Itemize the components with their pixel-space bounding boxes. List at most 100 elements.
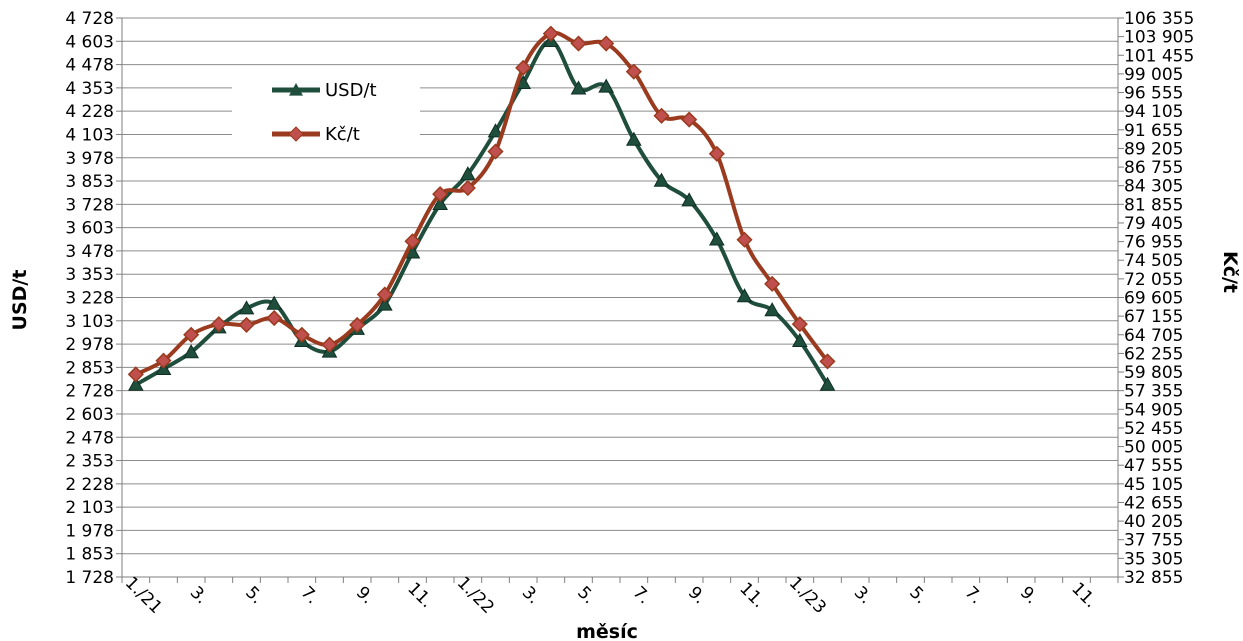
data-point — [570, 80, 587, 95]
x-tick-label: 5. — [905, 583, 931, 609]
right-y-tick-label: 45 105 — [1124, 475, 1183, 495]
left-y-tick-label: 1 853 — [65, 545, 114, 565]
left-y-tick-label: 3 103 — [65, 312, 114, 332]
right-y-tick-label: 81 855 — [1124, 195, 1183, 215]
right-y-tick-label: 91 655 — [1124, 121, 1183, 141]
left-y-tick-label: 2 978 — [65, 335, 114, 355]
left-y-tick-label: 3 228 — [65, 289, 114, 309]
data-point — [349, 316, 366, 333]
data-point — [404, 233, 421, 250]
left-y-tick-label: 2 603 — [65, 405, 114, 425]
x-tick-label: 5. — [241, 583, 267, 609]
legend: USD/t Kč/t — [232, 72, 420, 152]
data-point — [598, 78, 615, 93]
x-tick-label: 3. — [850, 583, 876, 609]
data-point — [681, 111, 698, 128]
right-y-tick-label: 99 005 — [1124, 65, 1183, 85]
legend-label-usd: USD/t — [325, 80, 377, 101]
data-point — [127, 366, 144, 383]
data-point — [238, 316, 255, 333]
data-point — [459, 179, 476, 197]
right-y-tick-label: 79 405 — [1124, 214, 1183, 234]
left-y-tick-label: 4 353 — [65, 79, 114, 99]
x-tick-label: 7. — [297, 583, 323, 609]
right-y-tick-label: 52 455 — [1124, 419, 1183, 439]
left-y-tick-label: 2 228 — [65, 475, 114, 495]
data-point — [791, 332, 808, 348]
right-y-tick-label: 86 755 — [1124, 158, 1183, 178]
left-y-tick-label: 3 853 — [65, 172, 114, 192]
left-y-tick-label: 1 728 — [65, 568, 114, 588]
data-point — [653, 172, 670, 187]
x-tick-label: 3. — [186, 583, 212, 609]
right-y-tick-label: 47 555 — [1124, 456, 1183, 476]
left-y-tick-label: 1 978 — [65, 521, 114, 541]
x-tick-label: 11. — [403, 579, 436, 612]
right-y-tick-label: 57 355 — [1124, 382, 1183, 402]
right-y-tick-label: 76 955 — [1124, 233, 1183, 253]
right-y-tick-label: 59 805 — [1124, 363, 1183, 383]
data-point — [376, 286, 393, 303]
right-y-tick-label: 67 155 — [1124, 307, 1183, 327]
left-y-tick-labels: 1 728 1 853 1 978 2 103 2 228 2 353 2 478 2 603… — [65, 9, 114, 588]
legend-marker-czk — [288, 126, 304, 142]
data-point — [570, 35, 587, 52]
data-point — [155, 352, 172, 369]
data-point — [183, 326, 200, 343]
data-point — [764, 302, 781, 317]
right-y-tick-label: 103 905 — [1124, 28, 1194, 48]
left-y-tick-label: 2 353 — [65, 452, 114, 472]
right-y-tick-label: 42 655 — [1124, 493, 1183, 513]
right-y-tick-label: 40 205 — [1124, 512, 1183, 532]
left-y-tick-label: 4 478 — [65, 56, 114, 76]
data-point — [487, 143, 504, 160]
data-point — [708, 231, 725, 246]
data-point — [625, 131, 642, 146]
x-tick-label: 9. — [1016, 583, 1042, 609]
right-axis-title: Kč/t — [1219, 251, 1241, 293]
left-y-tick-label: 4 228 — [65, 102, 114, 122]
right-y-tick-label: 96 555 — [1124, 84, 1183, 104]
right-y-tick-label: 101 455 — [1124, 46, 1194, 66]
legend-box — [232, 72, 420, 152]
right-y-tick-label: 94 105 — [1124, 102, 1183, 122]
left-axis-title: USD/t — [9, 270, 31, 331]
data-point — [266, 310, 283, 327]
right-y-tick-label: 74 505 — [1124, 251, 1183, 271]
right-y-tick-label: 37 755 — [1124, 531, 1183, 551]
left-y-tick-label: 3 728 — [65, 195, 114, 215]
data-point — [266, 295, 283, 310]
data-point — [127, 376, 144, 391]
x-tick-label: 9. — [684, 583, 710, 609]
data-point — [819, 376, 836, 391]
x-tick-label: 1./21 — [121, 573, 166, 618]
data-point — [625, 63, 642, 80]
left-y-tick-label: 2 728 — [65, 382, 114, 402]
data-point — [515, 59, 532, 76]
legend-label-czk: Kč/t — [325, 124, 360, 145]
left-y-tick-label: 4 603 — [65, 32, 114, 52]
right-y-tick-label: 62 255 — [1124, 344, 1183, 364]
left-y-tick-label: 4 103 — [65, 125, 114, 145]
right-y-tick-label: 64 705 — [1124, 326, 1183, 346]
data-point — [681, 192, 698, 207]
x-tick-label: 7. — [629, 583, 655, 609]
data-point — [238, 300, 255, 315]
data-point — [432, 195, 449, 211]
x-tick-label: 5. — [573, 583, 599, 609]
x-tick-label: 11. — [1067, 579, 1100, 612]
x-tick-label: 9. — [352, 583, 378, 609]
data-point — [764, 275, 781, 292]
data-point — [183, 344, 200, 359]
series-group — [127, 25, 836, 391]
left-y-tick-label: 2 103 — [65, 498, 114, 518]
series-czk — [127, 25, 836, 383]
left-y-tick-label: 2 478 — [65, 428, 114, 448]
right-y-tick-label: 35 305 — [1124, 549, 1183, 569]
left-y-tick-label: 3 603 — [65, 219, 114, 239]
left-y-tick-label: 4 728 — [65, 9, 114, 29]
x-tick-label: 3. — [518, 583, 544, 609]
x-tick-labels: 1./21 3. 5. 7. 9. 11. 1./22 3. 5. 7. 9. 11. 1./23 3. 5… — [121, 573, 1101, 618]
data-point — [598, 35, 615, 52]
left-y-tick-label: 3 478 — [65, 242, 114, 262]
